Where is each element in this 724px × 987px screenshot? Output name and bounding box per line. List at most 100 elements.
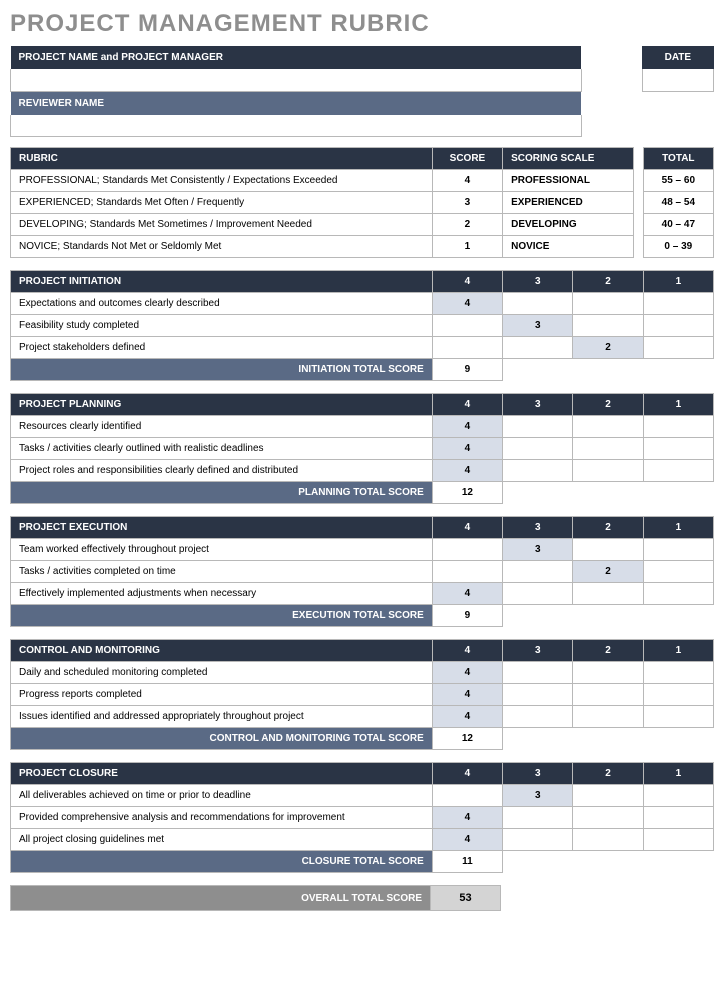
score-cell[interactable] — [643, 662, 713, 684]
rubric-desc: NOVICE; Standards Not Met or Seldomly Me… — [11, 236, 433, 258]
score-cell[interactable] — [503, 561, 573, 583]
score-cell[interactable] — [503, 583, 573, 605]
score-cell[interactable] — [503, 416, 573, 438]
section-total-label: PLANNING TOTAL SCORE — [11, 482, 433, 504]
section-total-label: CLOSURE TOTAL SCORE — [11, 851, 433, 873]
section-col-head: 4 — [432, 517, 502, 539]
section-title: PROJECT CLOSURE — [11, 763, 433, 785]
score-cell[interactable] — [643, 438, 713, 460]
score-cell[interactable] — [432, 785, 502, 807]
rubric-score: 3 — [432, 192, 502, 214]
page-title: PROJECT MANAGEMENT RUBRIC — [10, 10, 714, 38]
score-cell[interactable] — [643, 337, 713, 359]
score-cell[interactable] — [503, 460, 573, 482]
rubric-scale: DEVELOPING — [503, 214, 634, 236]
rubric-score: 4 — [432, 170, 502, 192]
section: PROJECT EXECUTION4321Team worked effecti… — [10, 516, 714, 627]
section-total-value: 9 — [432, 605, 502, 627]
score-cell[interactable] — [503, 807, 573, 829]
score-cell[interactable]: 4 — [432, 662, 502, 684]
section-col-head: 2 — [573, 271, 643, 293]
score-cell[interactable] — [643, 684, 713, 706]
score-cell[interactable] — [643, 785, 713, 807]
criterion-label: Progress reports completed — [11, 684, 433, 706]
score-cell[interactable] — [573, 706, 643, 728]
score-cell[interactable] — [503, 438, 573, 460]
score-cell[interactable] — [432, 337, 502, 359]
score-cell[interactable]: 3 — [503, 785, 573, 807]
criterion-label: Team worked effectively throughout proje… — [11, 539, 433, 561]
section-col-head: 2 — [573, 517, 643, 539]
reviewer-input[interactable] — [11, 115, 582, 137]
score-cell[interactable]: 4 — [432, 438, 502, 460]
score-cell[interactable] — [503, 293, 573, 315]
score-cell[interactable]: 4 — [432, 293, 502, 315]
criterion-label: Effectively implemented adjustments when… — [11, 583, 433, 605]
date-input[interactable] — [642, 69, 713, 91]
score-cell[interactable]: 4 — [432, 807, 502, 829]
section-total-label: INITIATION TOTAL SCORE — [11, 359, 433, 381]
score-cell[interactable] — [643, 706, 713, 728]
score-cell[interactable] — [432, 539, 502, 561]
rubric-score: 2 — [432, 214, 502, 236]
score-cell[interactable] — [643, 539, 713, 561]
score-cell[interactable] — [503, 706, 573, 728]
score-cell[interactable] — [643, 807, 713, 829]
score-cell[interactable]: 4 — [432, 706, 502, 728]
score-cell[interactable] — [573, 807, 643, 829]
score-cell[interactable] — [643, 416, 713, 438]
section-col-head: 1 — [643, 271, 713, 293]
project-name-input[interactable] — [11, 69, 582, 91]
score-cell[interactable] — [573, 684, 643, 706]
score-cell[interactable]: 4 — [432, 416, 502, 438]
score-cell[interactable] — [643, 829, 713, 851]
criterion-label: Daily and scheduled monitoring completed — [11, 662, 433, 684]
score-cell[interactable] — [573, 293, 643, 315]
score-cell[interactable]: 3 — [503, 539, 573, 561]
score-cell[interactable] — [643, 460, 713, 482]
score-cell[interactable] — [643, 561, 713, 583]
score-cell[interactable] — [503, 829, 573, 851]
section-col-head: 1 — [643, 517, 713, 539]
overall-value: 53 — [431, 886, 501, 911]
score-cell[interactable] — [432, 315, 502, 337]
score-cell[interactable] — [643, 583, 713, 605]
score-cell[interactable] — [643, 293, 713, 315]
score-cell[interactable] — [503, 337, 573, 359]
score-cell[interactable]: 2 — [573, 561, 643, 583]
score-cell[interactable] — [573, 785, 643, 807]
score-cell[interactable] — [573, 460, 643, 482]
project-name-header: PROJECT NAME and PROJECT MANAGER — [11, 46, 582, 69]
header-block: PROJECT NAME and PROJECT MANAGER DATE RE… — [10, 46, 714, 137]
score-cell[interactable]: 3 — [503, 315, 573, 337]
total-col-header: TOTAL — [643, 148, 713, 170]
score-cell[interactable] — [643, 315, 713, 337]
score-cell[interactable] — [573, 315, 643, 337]
score-cell[interactable] — [573, 829, 643, 851]
score-cell[interactable]: 4 — [432, 583, 502, 605]
criterion-label: Project stakeholders defined — [11, 337, 433, 359]
score-cell[interactable]: 4 — [432, 829, 502, 851]
section-total-label: CONTROL AND MONITORING TOTAL SCORE — [11, 728, 433, 750]
section-col-head: 1 — [643, 394, 713, 416]
score-cell[interactable]: 4 — [432, 684, 502, 706]
section-title: PROJECT EXECUTION — [11, 517, 433, 539]
criterion-label: Provided comprehensive analysis and reco… — [11, 807, 433, 829]
rubric-scale: EXPERIENCED — [503, 192, 634, 214]
section-title: PROJECT INITIATION — [11, 271, 433, 293]
criterion-label: Resources clearly identified — [11, 416, 433, 438]
rubric-legend-table: RUBRIC SCORE SCORING SCALE TOTAL PROFESS… — [10, 147, 714, 258]
score-cell[interactable] — [503, 662, 573, 684]
section: PROJECT PLANNING4321Resources clearly id… — [10, 393, 714, 504]
score-cell[interactable] — [573, 438, 643, 460]
score-cell[interactable] — [573, 539, 643, 561]
score-cell[interactable] — [503, 684, 573, 706]
score-cell[interactable] — [573, 662, 643, 684]
score-cell[interactable] — [573, 416, 643, 438]
score-cell[interactable] — [432, 561, 502, 583]
score-cell[interactable]: 2 — [573, 337, 643, 359]
score-cell[interactable] — [573, 583, 643, 605]
criterion-label: Feasibility study completed — [11, 315, 433, 337]
criterion-label: Tasks / activities clearly outlined with… — [11, 438, 433, 460]
score-cell[interactable]: 4 — [432, 460, 502, 482]
